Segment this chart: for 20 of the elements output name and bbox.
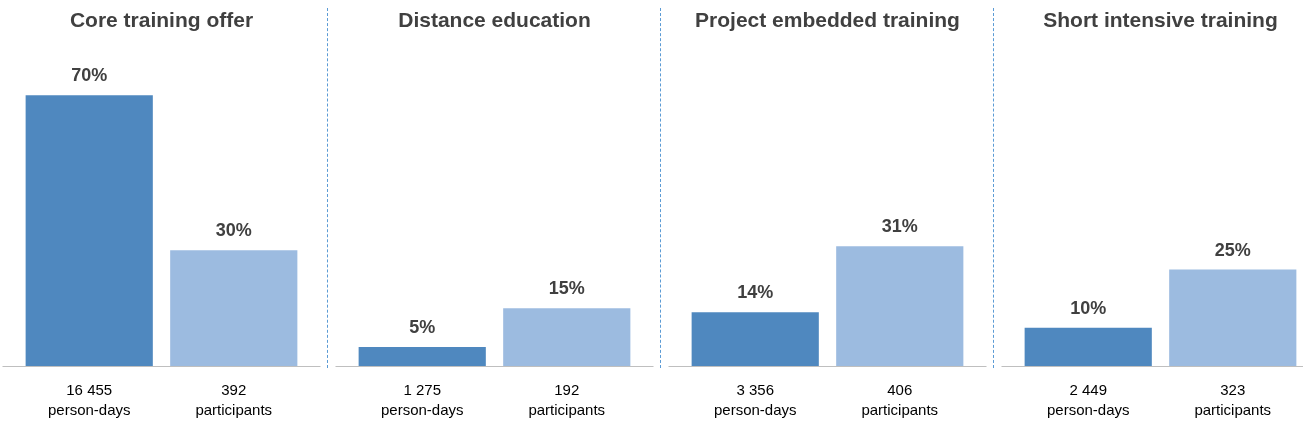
chart-title: Short intensive training: [1043, 7, 1278, 31]
x-tick-label: 323 participants: [1194, 380, 1272, 418]
data-label: 10%: [1070, 297, 1107, 318]
data-label: 5%: [409, 317, 436, 338]
data-label: 70%: [71, 65, 108, 86]
x-tick-label: 406 participants: [861, 380, 939, 418]
x-tick-label: 16 455 person-days: [47, 380, 131, 418]
x-tick-label: 3 356 person-days: [713, 380, 797, 418]
chart-title: Project embedded training: [695, 7, 960, 31]
data-label: 30%: [215, 220, 252, 241]
x-tick-label: 2 449 person-days: [1046, 380, 1130, 418]
x-tick-label: 392 participants: [195, 380, 273, 418]
data-label: 31%: [881, 216, 918, 237]
data-label: 25%: [1214, 239, 1251, 260]
chart-title: Core training offer: [69, 7, 254, 31]
x-tick-label: 1 275 person-days: [380, 380, 464, 418]
data-label: 14%: [737, 282, 774, 303]
chart-title: Distance education: [398, 7, 591, 31]
x-tick-label: 192 participants: [528, 380, 606, 418]
data-label: 15%: [548, 278, 585, 299]
